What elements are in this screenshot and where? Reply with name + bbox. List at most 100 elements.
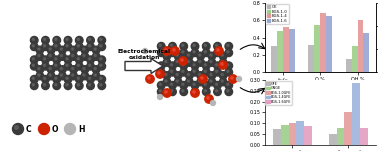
Circle shape: [205, 95, 213, 103]
Circle shape: [77, 38, 79, 40]
Circle shape: [191, 89, 199, 97]
Circle shape: [157, 68, 165, 76]
Bar: [273, 129, 281, 145]
Circle shape: [55, 77, 57, 79]
Circle shape: [148, 77, 150, 79]
Circle shape: [66, 58, 68, 60]
Circle shape: [98, 56, 105, 64]
Circle shape: [180, 49, 187, 57]
Circle shape: [92, 46, 100, 54]
Circle shape: [71, 67, 74, 70]
Circle shape: [176, 73, 178, 76]
Circle shape: [187, 54, 189, 56]
Circle shape: [210, 73, 212, 76]
Circle shape: [81, 46, 89, 54]
Circle shape: [94, 48, 96, 50]
Circle shape: [210, 54, 212, 56]
Circle shape: [193, 83, 195, 85]
Circle shape: [219, 72, 227, 79]
Circle shape: [170, 70, 173, 72]
Circle shape: [198, 80, 201, 82]
Circle shape: [70, 46, 77, 54]
Circle shape: [170, 51, 173, 53]
Circle shape: [156, 70, 164, 78]
Circle shape: [159, 44, 161, 47]
Circle shape: [211, 101, 215, 106]
Circle shape: [88, 45, 91, 47]
Circle shape: [191, 42, 199, 50]
Circle shape: [60, 54, 63, 57]
Circle shape: [77, 64, 79, 66]
Circle shape: [157, 88, 165, 96]
Circle shape: [30, 36, 38, 44]
Circle shape: [36, 46, 43, 54]
Circle shape: [215, 44, 218, 47]
Circle shape: [149, 61, 157, 69]
Circle shape: [66, 38, 68, 40]
Circle shape: [47, 53, 55, 60]
Circle shape: [182, 70, 184, 72]
Circle shape: [176, 54, 178, 56]
Circle shape: [181, 59, 183, 61]
Circle shape: [203, 68, 210, 76]
Bar: [360, 128, 368, 145]
Circle shape: [229, 75, 237, 83]
Circle shape: [32, 77, 34, 79]
Circle shape: [81, 72, 89, 80]
Circle shape: [65, 124, 76, 135]
Circle shape: [219, 78, 227, 86]
Bar: [358, 20, 364, 72]
Circle shape: [98, 82, 105, 90]
Circle shape: [186, 72, 193, 79]
Circle shape: [71, 48, 74, 50]
Circle shape: [203, 62, 210, 70]
Circle shape: [151, 63, 153, 65]
Circle shape: [207, 97, 209, 99]
Circle shape: [174, 59, 182, 66]
Circle shape: [64, 43, 72, 51]
Circle shape: [193, 70, 195, 72]
Bar: [320, 13, 326, 72]
Circle shape: [186, 59, 193, 66]
Circle shape: [157, 81, 165, 89]
Circle shape: [60, 48, 63, 50]
Circle shape: [165, 80, 167, 82]
Circle shape: [208, 59, 216, 66]
Bar: [345, 59, 352, 72]
Circle shape: [180, 62, 187, 70]
Circle shape: [49, 54, 51, 57]
Circle shape: [55, 38, 57, 40]
Circle shape: [66, 45, 68, 47]
Circle shape: [42, 76, 49, 83]
Circle shape: [182, 44, 184, 47]
Circle shape: [88, 38, 91, 40]
Circle shape: [60, 74, 63, 76]
Circle shape: [163, 78, 170, 86]
Circle shape: [64, 63, 72, 70]
Circle shape: [197, 78, 204, 86]
Circle shape: [71, 74, 74, 76]
Circle shape: [15, 126, 18, 129]
Circle shape: [76, 63, 83, 70]
Circle shape: [76, 82, 83, 90]
Legend: GE, EGS-1.0, EGS-1.4, EGS-1.6: GE, EGS-1.0, EGS-1.4, EGS-1.6: [265, 4, 288, 24]
Circle shape: [76, 43, 83, 51]
Legend: GFE, GNGE, EGS-1.0GFE, EGS-1.4GFE, EGS-1.6GFE: GFE, GNGE, EGS-1.0GFE, EGS-1.4GFE, EGS-1…: [265, 81, 292, 105]
Circle shape: [47, 66, 55, 73]
Circle shape: [174, 52, 182, 60]
Bar: [271, 47, 277, 72]
Circle shape: [71, 54, 74, 57]
Circle shape: [219, 52, 227, 60]
Circle shape: [100, 77, 102, 79]
Circle shape: [227, 64, 229, 66]
Circle shape: [182, 90, 184, 92]
Circle shape: [204, 64, 206, 66]
Circle shape: [32, 64, 34, 66]
Circle shape: [83, 48, 85, 50]
Circle shape: [81, 66, 89, 73]
Circle shape: [221, 73, 223, 76]
Circle shape: [237, 77, 242, 82]
Circle shape: [87, 56, 94, 64]
Circle shape: [66, 84, 68, 86]
Circle shape: [197, 72, 204, 79]
